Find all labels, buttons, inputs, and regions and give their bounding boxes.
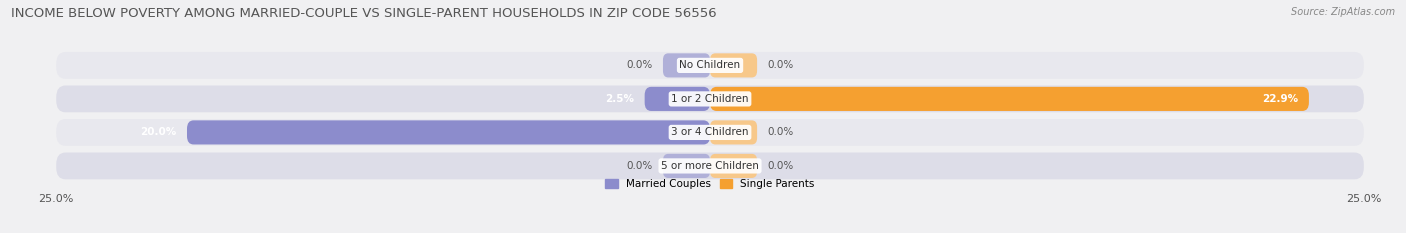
FancyBboxPatch shape bbox=[710, 120, 756, 144]
FancyBboxPatch shape bbox=[644, 87, 710, 111]
Text: INCOME BELOW POVERTY AMONG MARRIED-COUPLE VS SINGLE-PARENT HOUSEHOLDS IN ZIP COD: INCOME BELOW POVERTY AMONG MARRIED-COUPL… bbox=[11, 7, 717, 20]
Text: 5 or more Children: 5 or more Children bbox=[661, 161, 759, 171]
FancyBboxPatch shape bbox=[56, 153, 1364, 179]
FancyBboxPatch shape bbox=[710, 87, 1309, 111]
Legend: Married Couples, Single Parents: Married Couples, Single Parents bbox=[606, 179, 814, 189]
FancyBboxPatch shape bbox=[56, 52, 1364, 79]
Text: 2.5%: 2.5% bbox=[605, 94, 634, 104]
FancyBboxPatch shape bbox=[56, 86, 1364, 112]
FancyBboxPatch shape bbox=[56, 119, 1364, 146]
Text: No Children: No Children bbox=[679, 60, 741, 70]
FancyBboxPatch shape bbox=[664, 154, 710, 178]
Text: 0.0%: 0.0% bbox=[626, 60, 652, 70]
Text: 1 or 2 Children: 1 or 2 Children bbox=[671, 94, 749, 104]
Text: 0.0%: 0.0% bbox=[768, 60, 794, 70]
FancyBboxPatch shape bbox=[710, 154, 756, 178]
Text: 0.0%: 0.0% bbox=[626, 161, 652, 171]
Text: 20.0%: 20.0% bbox=[141, 127, 177, 137]
Text: 3 or 4 Children: 3 or 4 Children bbox=[671, 127, 749, 137]
FancyBboxPatch shape bbox=[664, 53, 710, 77]
Text: 0.0%: 0.0% bbox=[768, 127, 794, 137]
Text: Source: ZipAtlas.com: Source: ZipAtlas.com bbox=[1291, 7, 1395, 17]
Text: 22.9%: 22.9% bbox=[1263, 94, 1298, 104]
Text: 0.0%: 0.0% bbox=[768, 161, 794, 171]
FancyBboxPatch shape bbox=[187, 120, 710, 144]
FancyBboxPatch shape bbox=[710, 53, 756, 77]
